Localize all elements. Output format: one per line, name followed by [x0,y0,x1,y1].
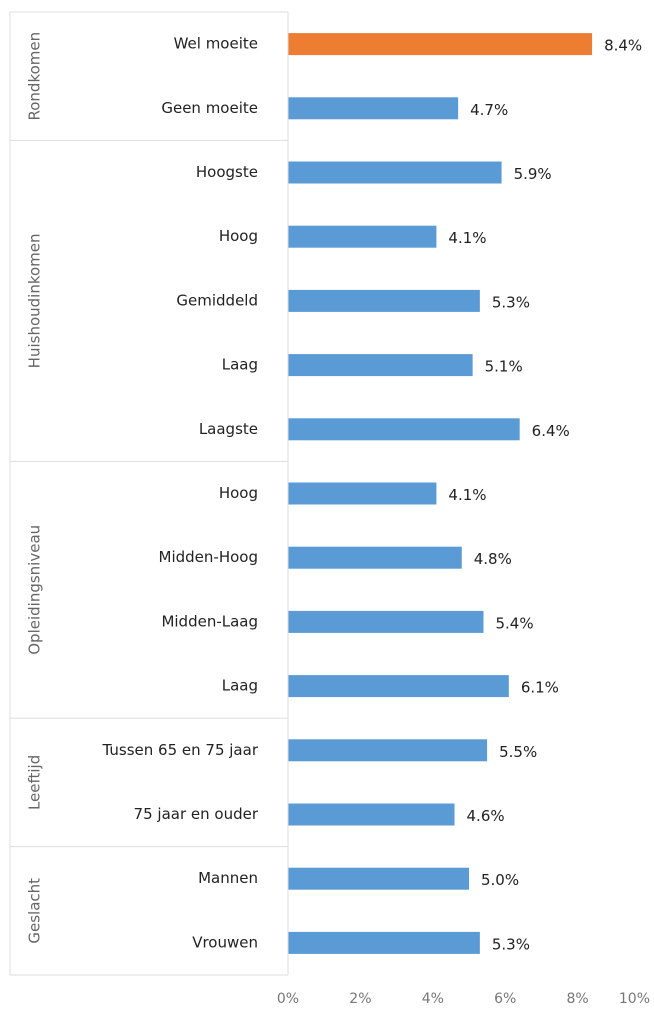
category-label: Tussen 65 en 75 jaar [102,741,259,759]
x-tick-label: 2% [349,991,371,1007]
category-label: Hoog [219,484,258,502]
bar [288,867,469,890]
bar [288,610,484,633]
category-label: Laagste [199,420,258,438]
group-label: Rondkomen [26,32,44,121]
value-label: 4.6% [467,807,505,825]
value-label: 4.7% [470,101,508,119]
bar [288,418,520,441]
bar [288,354,473,377]
bar [288,931,480,954]
value-label: 4.1% [448,486,486,504]
bar [288,97,459,120]
bar [288,289,480,312]
category-label: Gemiddeld [176,291,258,309]
category-label: 75 jaar en ouder [134,805,259,823]
category-label: Laag [222,677,258,695]
category-label: Midden-Hoog [159,548,258,566]
value-label: 5.3% [492,935,530,953]
value-label: 6.1% [521,679,559,697]
bar [288,739,488,762]
value-label: 4.1% [448,229,486,247]
value-label: 5.0% [481,871,519,889]
value-label: 5.4% [495,614,533,632]
bar [288,33,593,56]
value-label: 5.1% [485,358,523,376]
value-label: 6.4% [532,422,570,440]
group-label: Huishoudinkomen [26,233,44,368]
value-label: 8.4% [604,37,642,55]
category-label: Hoog [219,227,258,245]
value-label: 5.5% [499,743,537,761]
category-label: Midden-Laag [161,612,258,630]
bar [288,482,437,505]
x-tick-label: 4% [422,991,444,1007]
x-tick-label: 8% [566,991,588,1007]
group-label: Leeftijd [26,755,44,810]
x-tick-label: 6% [494,991,516,1007]
value-label: 5.3% [492,293,530,311]
category-label: Vrouwen [192,933,258,951]
bar [288,546,462,569]
category-label: Hoogste [196,163,258,181]
category-label: Laag [222,356,258,374]
bar [288,675,509,698]
value-label: 4.8% [474,550,512,568]
group-label: Opleidingsniveau [26,525,44,655]
bar [288,225,437,248]
category-label: Mannen [198,869,258,887]
x-tick-label: 10% [619,991,650,1007]
value-label: 5.9% [514,165,552,183]
group-label: Geslacht [26,878,44,944]
category-label: Geen moeite [161,99,258,117]
x-tick-label: 0% [277,991,299,1007]
bar [288,161,502,184]
bar [288,803,455,826]
category-label: Wel moeite [174,35,258,53]
